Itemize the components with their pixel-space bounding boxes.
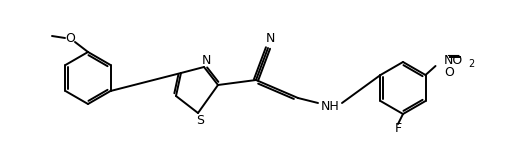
- Text: N: N: [201, 54, 211, 67]
- Text: NO: NO: [444, 54, 463, 68]
- Text: 2: 2: [468, 59, 475, 69]
- Text: NH: NH: [320, 100, 340, 113]
- Text: O: O: [65, 32, 75, 44]
- Text: N: N: [265, 32, 275, 46]
- Text: F: F: [394, 122, 402, 135]
- Text: O: O: [445, 65, 455, 78]
- Text: S: S: [196, 114, 204, 127]
